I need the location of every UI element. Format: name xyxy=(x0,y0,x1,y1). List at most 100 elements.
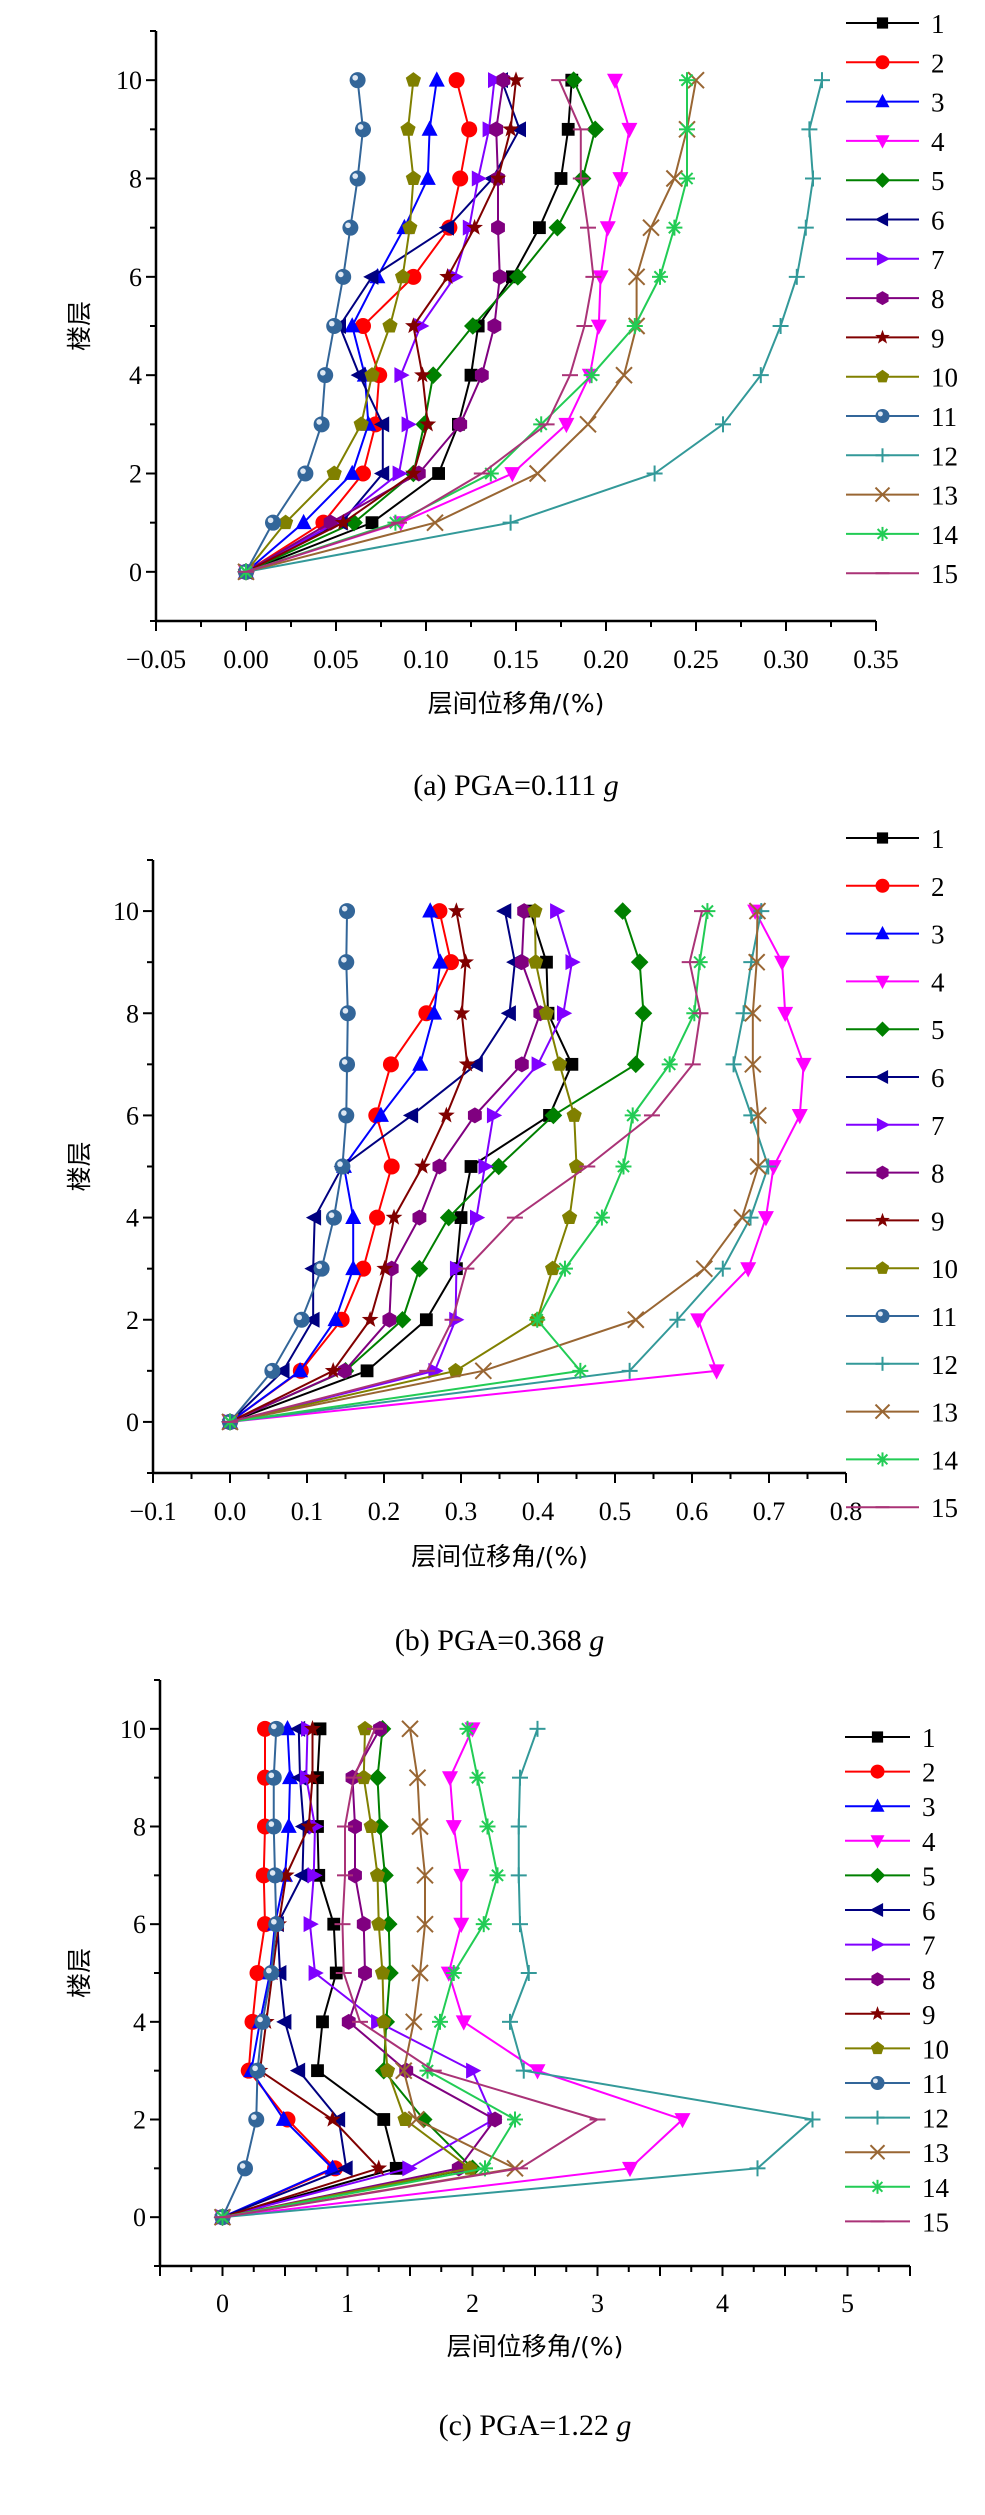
data-point xyxy=(376,2013,392,2029)
data-point xyxy=(439,1208,458,1227)
data-point xyxy=(414,366,431,383)
data-point xyxy=(466,218,483,235)
data-point xyxy=(488,72,504,89)
data-point xyxy=(357,1720,373,1736)
legend-item: 1 xyxy=(846,824,945,854)
data-point xyxy=(527,903,543,918)
data-point xyxy=(414,318,430,334)
data-point xyxy=(316,2015,329,2029)
series-line xyxy=(229,910,573,1423)
data-point xyxy=(529,2064,546,2080)
legend-label: 1 xyxy=(922,1723,936,1753)
data-point xyxy=(371,1916,387,1931)
data-point xyxy=(502,120,519,137)
data-point xyxy=(489,169,507,186)
data-point xyxy=(370,2159,388,2176)
data-point xyxy=(442,954,459,971)
caption-text: (c) PGA=1.22 xyxy=(439,2409,617,2442)
data-point xyxy=(326,465,342,480)
data-point xyxy=(394,268,411,284)
data-point xyxy=(448,72,465,89)
legend-label: 10 xyxy=(931,1254,958,1284)
data-point xyxy=(334,513,352,530)
data-point xyxy=(337,2160,353,2177)
data-point xyxy=(276,2013,292,2030)
data-point xyxy=(328,1212,335,1218)
data-point xyxy=(353,416,369,431)
legend-label: 6 xyxy=(931,1063,945,1093)
legend-item: 5 xyxy=(845,1861,936,1891)
data-point xyxy=(300,468,306,474)
data-point xyxy=(257,2016,263,2023)
legend-item: 4 xyxy=(845,1827,936,1857)
data-point xyxy=(449,1260,466,1277)
data-point xyxy=(448,1362,464,1378)
data-point xyxy=(687,71,705,89)
series-line xyxy=(229,910,805,1423)
legend-label: 12 xyxy=(922,2104,949,2134)
legend-item: 2 xyxy=(845,1758,936,1788)
y-tick-label: 0 xyxy=(129,558,142,587)
data-point xyxy=(749,1157,767,1176)
data-point xyxy=(257,1720,273,1737)
data-point xyxy=(327,1310,344,1327)
data-point xyxy=(271,1723,277,1730)
legend-label: 15 xyxy=(922,2207,949,2237)
legend-item: 2 xyxy=(846,872,945,902)
data-point xyxy=(708,1364,725,1380)
series-7 xyxy=(223,903,581,1430)
data-point xyxy=(327,1917,341,1931)
data-point xyxy=(744,1004,762,1022)
data-point xyxy=(249,1965,266,1981)
series-15 xyxy=(222,910,711,1423)
data-point xyxy=(412,1055,429,1071)
chart-panel-b: −0.1 0.0 0.1 0.2 0.3 0.4 0.5 0.6 0.7 0.8 0 2 4 6 8 10 层间… xyxy=(65,824,959,1657)
data-point xyxy=(453,1917,470,1933)
x-tick-label: 0.30 xyxy=(763,645,809,674)
data-point xyxy=(607,73,623,89)
data-point xyxy=(612,172,629,188)
data-point xyxy=(565,954,581,971)
x-tick-label: −0.1 xyxy=(129,1497,176,1526)
data-point xyxy=(489,1157,508,1176)
data-point xyxy=(478,1158,494,1175)
data-point xyxy=(405,2013,423,2031)
series-12 xyxy=(214,1720,821,2226)
data-point xyxy=(382,318,398,333)
data-point xyxy=(426,513,444,532)
legend-label: 8 xyxy=(922,1965,936,1995)
data-point xyxy=(630,953,649,971)
legend-item: 7 xyxy=(846,1111,945,1141)
data-point xyxy=(345,1208,362,1224)
data-point xyxy=(428,1362,444,1379)
data-point xyxy=(486,1107,503,1124)
data-point xyxy=(341,905,348,912)
data-point xyxy=(341,2013,356,2030)
data-point xyxy=(470,1209,486,1226)
y-tick-label: 4 xyxy=(133,2008,146,2037)
y-tick-label: 2 xyxy=(126,1306,139,1335)
data-point xyxy=(293,1867,309,1884)
legend-label: 4 xyxy=(931,127,945,157)
data-point xyxy=(411,1817,429,1836)
legend-item: 6 xyxy=(845,1896,936,1926)
data-point xyxy=(445,1820,462,1836)
data-point xyxy=(454,1211,468,1224)
series-line xyxy=(229,911,349,1423)
data-point xyxy=(432,1158,447,1175)
data-point xyxy=(510,121,526,138)
data-point xyxy=(393,1310,412,1329)
data-point xyxy=(320,369,326,376)
data-point xyxy=(316,419,323,425)
data-point xyxy=(777,1006,794,1023)
data-point xyxy=(674,2113,691,2129)
data-point xyxy=(548,218,567,237)
data-point xyxy=(363,1818,379,1833)
legend-item: 9 xyxy=(846,1206,945,1236)
data-point xyxy=(426,1004,443,1020)
legend-label: 1 xyxy=(931,9,945,39)
x-axis-title: 层间位移角/(%) xyxy=(428,689,605,718)
data-point xyxy=(419,1313,433,1327)
